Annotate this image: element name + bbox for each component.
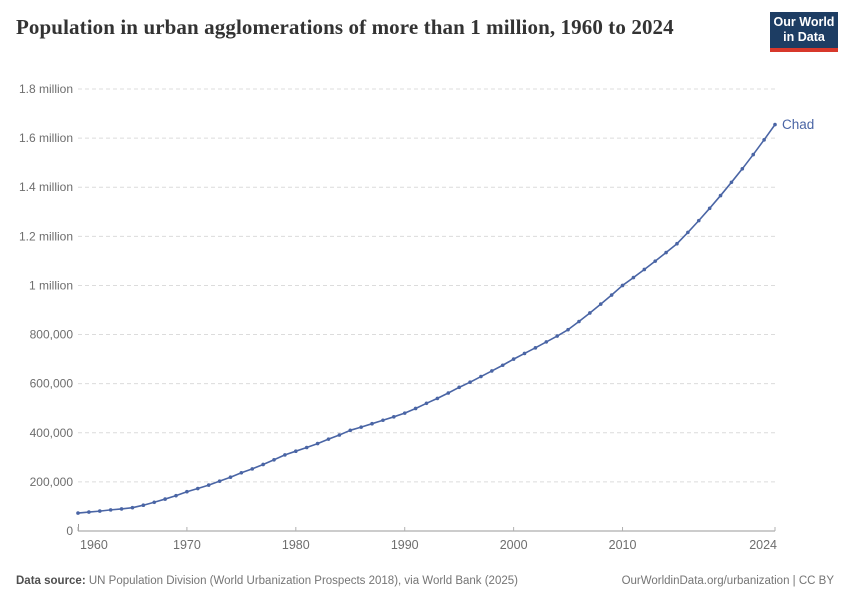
data-point — [424, 401, 429, 406]
data-point — [272, 457, 276, 462]
data-point — [457, 385, 461, 390]
data-point — [217, 479, 222, 483]
x-tick-label: 1980 — [282, 538, 310, 552]
data-point — [97, 509, 102, 513]
y-tick-label: 1.8 million — [19, 82, 73, 96]
data-point — [675, 241, 679, 246]
data-point — [195, 486, 200, 491]
x-tick-label: 2024 — [749, 538, 777, 552]
data-point — [740, 167, 745, 171]
entity-label: Chad — [782, 117, 814, 132]
data-point — [609, 293, 614, 297]
data-point — [566, 327, 570, 332]
y-tick-label: 600,000 — [30, 377, 74, 391]
data-point — [370, 421, 374, 426]
x-tick-label: 2000 — [500, 538, 528, 552]
data-point — [87, 510, 91, 514]
data-point — [304, 445, 309, 450]
data-point — [511, 357, 516, 361]
data-point — [653, 259, 658, 263]
data-point — [402, 411, 407, 415]
x-tick-label: 1990 — [391, 538, 419, 552]
data-point — [468, 380, 472, 384]
data-point — [718, 193, 723, 198]
data-point — [348, 428, 353, 433]
data-point — [500, 363, 505, 368]
data-point — [555, 334, 559, 338]
data-point — [76, 511, 80, 515]
owid-logo[interactable]: Our World in Data — [770, 12, 838, 52]
x-tick-label: 2010 — [609, 538, 637, 552]
data-point — [228, 475, 233, 480]
data-source-label: Data source: — [16, 575, 86, 587]
data-point — [326, 437, 331, 441]
data-point — [696, 218, 701, 223]
data-point — [294, 449, 298, 453]
data-point — [642, 267, 647, 272]
data-point — [315, 441, 320, 446]
data-point — [250, 467, 255, 471]
data-point — [130, 505, 135, 510]
data-point — [588, 311, 592, 315]
data-point — [522, 351, 527, 356]
data-point — [533, 346, 538, 350]
y-tick-label: 1.6 million — [19, 131, 73, 145]
data-point — [381, 418, 385, 423]
y-tick-label: 0 — [66, 524, 73, 538]
y-tick-label: 200,000 — [30, 475, 74, 489]
data-point — [479, 374, 483, 379]
data-point — [707, 206, 712, 211]
data-point — [762, 138, 766, 142]
data-point — [664, 250, 668, 255]
x-tick-label: 1960 — [80, 538, 108, 552]
y-tick-label: 1.2 million — [19, 229, 73, 243]
data-point — [577, 319, 581, 324]
data-point — [239, 471, 244, 475]
data-point — [751, 152, 756, 157]
y-tick-label: 1 million — [29, 278, 73, 292]
data-point — [185, 489, 189, 494]
data-point — [620, 283, 625, 288]
data-point — [141, 503, 146, 508]
data-point — [283, 453, 287, 457]
data-point — [261, 462, 265, 467]
data-point — [174, 493, 178, 498]
data-point — [686, 230, 690, 235]
data-point — [446, 391, 451, 395]
data-point — [598, 302, 603, 306]
data-point — [544, 340, 549, 344]
data-point — [163, 497, 167, 501]
data-point — [631, 275, 636, 280]
data-line — [77, 123, 776, 514]
data-source-text: UN Population Division (World Urbanizati… — [85, 575, 518, 587]
data-point — [392, 415, 396, 419]
credit-link[interactable]: OurWorldinData.org/urbanization | CC BY — [621, 575, 834, 587]
data-point — [773, 122, 777, 127]
chart-footer: Data source: UN Population Division (Wor… — [16, 575, 834, 587]
data-point — [729, 180, 734, 185]
owid-logo-line1: Our World — [773, 15, 835, 29]
data-point — [337, 433, 342, 437]
data-point — [119, 507, 124, 511]
data-point — [413, 406, 418, 411]
y-tick-label: 800,000 — [30, 328, 74, 342]
data-point — [435, 396, 440, 401]
chart-title: Population in urban agglomerations of mo… — [16, 15, 674, 39]
data-source: Data source: UN Population Division (Wor… — [16, 575, 518, 587]
data-point — [359, 425, 363, 429]
y-tick-label: 400,000 — [30, 426, 74, 440]
data-point — [108, 508, 113, 512]
owid-logo-line2: in Data — [783, 30, 825, 44]
data-point — [152, 500, 157, 505]
y-tick-label: 1.4 million — [19, 180, 73, 194]
data-point — [490, 369, 494, 373]
x-tick-label: 1970 — [173, 538, 201, 552]
data-point — [206, 483, 211, 487]
